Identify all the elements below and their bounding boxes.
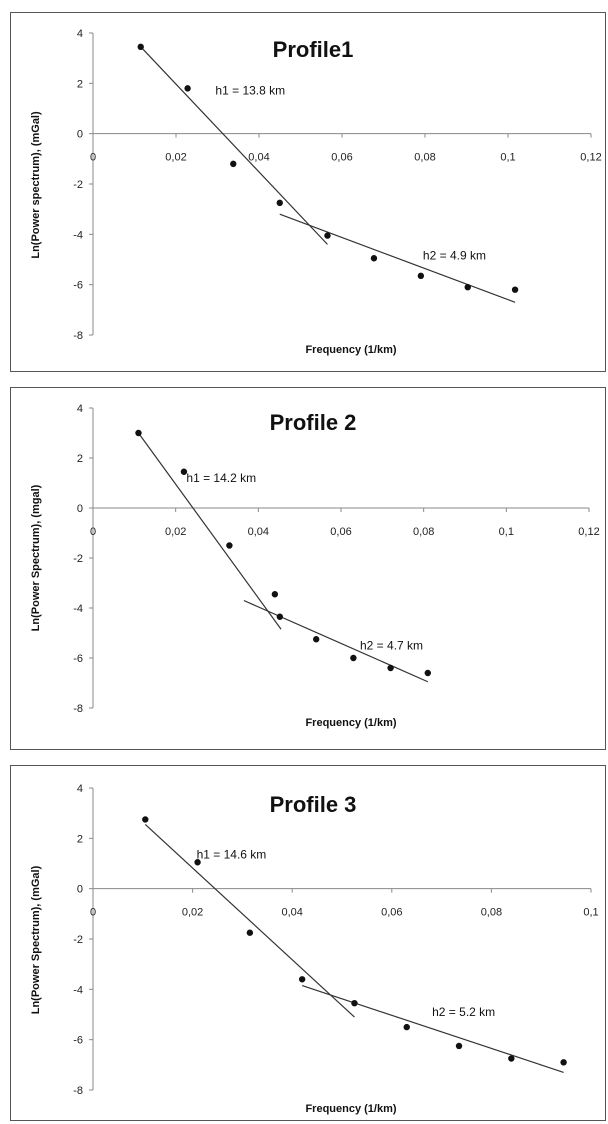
chart-svg-1: 4 2 0 -2 -4 -6 -8 0 0,02 0,04 0,06 0,08 0,1 0,12 h1 = … — [30, 28, 602, 356]
chart2-ytick-label: 4 — [77, 403, 83, 415]
chart2-xtick-label: 0,12 — [578, 526, 599, 538]
chart1-xtick-label: 0,04 — [248, 152, 269, 164]
chart1-xtick-label: 0,1 — [500, 152, 515, 164]
chart2-ytick-label: -8 — [73, 703, 83, 715]
chart2-data-point — [276, 613, 284, 620]
chart3-annotation-2: h2 = 5.2 km — [432, 1005, 495, 1019]
chart3-xtick-label: 0,1 — [583, 907, 598, 919]
chart1-xtick-label: 0,12 — [580, 152, 601, 164]
chart3-ytick-label: -8 — [73, 1085, 83, 1097]
chart3-data-point — [142, 816, 149, 823]
chart2-ytick-label: -2 — [73, 553, 83, 565]
chart1-ytick-label: -8 — [73, 330, 83, 342]
chart1-data-point — [137, 43, 144, 51]
chart1-ytick-label: -4 — [73, 229, 83, 241]
chart3-xtick-label: 0,08 — [481, 907, 502, 919]
chart1-annotation-2: h2 = 4.9 km — [423, 249, 486, 263]
chart1-xtick-label: 0 — [90, 152, 96, 164]
chart3-xtick-label: 0 — [90, 907, 96, 919]
chart3-ytick-label: 2 — [77, 833, 83, 845]
chart2-fit-line-1 — [137, 432, 282, 630]
chart3-data-point — [351, 999, 358, 1007]
chart2-xtick-label: 0,08 — [413, 526, 434, 538]
chart-svg-3: 4 2 0 -2 -4 -6 -8 0 0,02 0,04 0,06 0,08 0,1 h1 = 14.6… — [30, 783, 599, 1115]
chart3-data-point — [194, 859, 201, 866]
chart3-data-point — [403, 1023, 410, 1031]
chart2-xtick-label: 0,1 — [499, 526, 514, 538]
chart3-xtick-label: 0,02 — [182, 907, 203, 919]
chart2-ytick-label: 0 — [77, 503, 83, 515]
chart3-ytick-label: -4 — [73, 984, 83, 996]
chart2-title: Profile 2 — [270, 410, 357, 435]
chart1-data-point — [511, 286, 519, 293]
chart1-title: Profile1 — [273, 37, 354, 62]
chart3-data-point — [246, 929, 254, 936]
chart3-ytick-label: -6 — [73, 1035, 83, 1047]
chart3-ylabel: Ln(Power Spectrum), (mGal) — [30, 865, 42, 1014]
chart2-data-point — [387, 664, 394, 672]
chart3-fit-line-2 — [301, 984, 564, 1073]
chart3-xtick-label: 0,04 — [281, 907, 302, 919]
chart2-ylabel: Ln(Power Spectrum), (mgal) — [30, 484, 42, 631]
chart2-xlabel: Frequency (1/km) — [305, 717, 396, 729]
chart2-data-point — [350, 654, 357, 662]
chart1-xtick-label: 0,02 — [165, 152, 186, 164]
chart-panel-1: 4 2 0 -2 -4 -6 -8 0 0,02 0,04 0,06 0,08 0,1 0,12 h1 = … — [10, 12, 606, 372]
chart1-data-point — [276, 199, 283, 207]
chart2-data-point — [271, 591, 279, 598]
chart1-data-point — [324, 232, 331, 239]
chart1-ytick-label: -6 — [73, 280, 83, 292]
chart3-data-point — [298, 976, 306, 983]
chart2-xtick-label: 0,06 — [330, 526, 351, 538]
chart1-fit-line-2 — [279, 213, 516, 303]
chart2-xtick-label: 0,04 — [248, 526, 269, 538]
chart1-ytick-label: 4 — [77, 28, 83, 40]
chart3-xlabel: Frequency (1/km) — [305, 1103, 396, 1115]
chart2-ytick-label: 2 — [77, 453, 83, 465]
chart1-ytick-label: 0 — [77, 129, 83, 141]
chart1-ylabel: Ln(Power spectrum), (mGal) — [30, 111, 42, 259]
chart3-ytick-label: 0 — [77, 884, 83, 896]
chart1-xlabel: Frequency (1/km) — [305, 344, 396, 356]
chart3-title: Profile 3 — [270, 792, 357, 817]
chart2-annotation-2: h2 = 4.7 km — [360, 638, 423, 652]
chart2-fit-line-2 — [243, 599, 429, 683]
chart-svg-2: 4 2 0 -2 -4 -6 -8 0 0,02 0,04 0,06 0,08 0,1 0,12 h1 = … — [30, 403, 600, 729]
chart2-data-point — [424, 669, 431, 677]
chart2-annotation-1: h1 = 14.2 km — [186, 471, 256, 485]
chart3-data-point — [455, 1042, 463, 1050]
chart3-data-point — [560, 1059, 567, 1066]
chart2-data-point — [313, 636, 320, 643]
chart1-ytick-label: 2 — [77, 78, 83, 90]
chart-panel-2: 4 2 0 -2 -4 -6 -8 0 0,02 0,04 0,06 0,08 0,1 0,12 h1 = … — [10, 387, 606, 750]
chart3-ytick-label: -2 — [73, 934, 83, 946]
chart3-annotation-1: h1 = 14.6 km — [197, 847, 267, 861]
chart1-xtick-label: 0,08 — [414, 152, 435, 164]
chart1-data-point — [230, 160, 237, 168]
chart3-data-point — [508, 1055, 515, 1062]
chart3-ytick-label: 4 — [77, 783, 83, 795]
chart2-ytick-label: -6 — [73, 653, 83, 665]
chart2-data-point — [180, 468, 188, 475]
chart2-data-point — [135, 429, 142, 437]
chart1-data-point — [464, 283, 471, 291]
chart1-xtick-label: 0,06 — [331, 152, 352, 164]
chart-panel-3: 4 2 0 -2 -4 -6 -8 0 0,02 0,04 0,06 0,08 0,1 h1 = 14.6… — [10, 765, 606, 1121]
chart2-xtick-label: 0,02 — [165, 526, 186, 538]
chart2-data-point — [226, 542, 233, 549]
chart1-ytick-label: -2 — [73, 179, 83, 191]
chart1-data-point — [370, 255, 378, 262]
chart1-data-point — [417, 272, 425, 280]
chart1-fit-line-1 — [140, 46, 328, 245]
chart2-ytick-label: -4 — [73, 603, 83, 615]
chart3-xtick-label: 0,06 — [381, 907, 402, 919]
chart2-xtick-label: 0 — [90, 526, 96, 538]
chart1-data-point — [184, 85, 191, 92]
chart3-fit-line-1 — [144, 824, 355, 1018]
chart1-annotation-1: h1 = 13.8 km — [215, 84, 285, 98]
